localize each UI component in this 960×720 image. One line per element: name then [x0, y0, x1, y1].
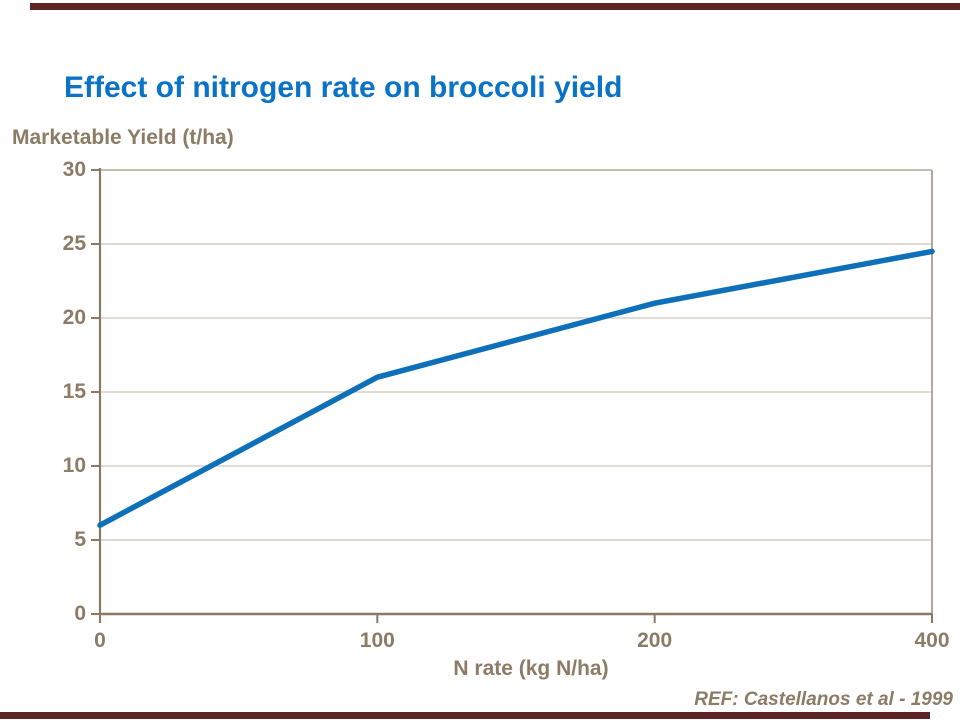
y-tick-label: 10	[62, 454, 86, 477]
x-tick-label: 400	[914, 629, 950, 652]
x-axis-title: N rate (kg N/ha)	[453, 657, 609, 680]
y-tick-label: 25	[62, 232, 86, 255]
y-tick-label: 15	[62, 380, 86, 403]
x-tick-label: 0	[94, 629, 106, 652]
reference-note: REF: Castellanos et al - 1999	[694, 689, 953, 710]
y-tick-label: 30	[62, 158, 86, 181]
x-tick-label: 100	[359, 629, 395, 652]
y-tick-label: 5	[74, 528, 86, 551]
top-accent-bar	[30, 3, 960, 10]
bottom-accent-bar	[0, 712, 930, 719]
y-axis-title: Marketable Yield (t/ha)	[12, 126, 234, 149]
yield-series-line	[97, 248, 935, 528]
y-tick-label: 0	[74, 602, 86, 625]
chart-title: Effect of nitrogen rate on broccoli yiel…	[64, 71, 623, 104]
x-tick-label: 200	[637, 629, 673, 652]
y-tick-label: 20	[62, 306, 86, 329]
